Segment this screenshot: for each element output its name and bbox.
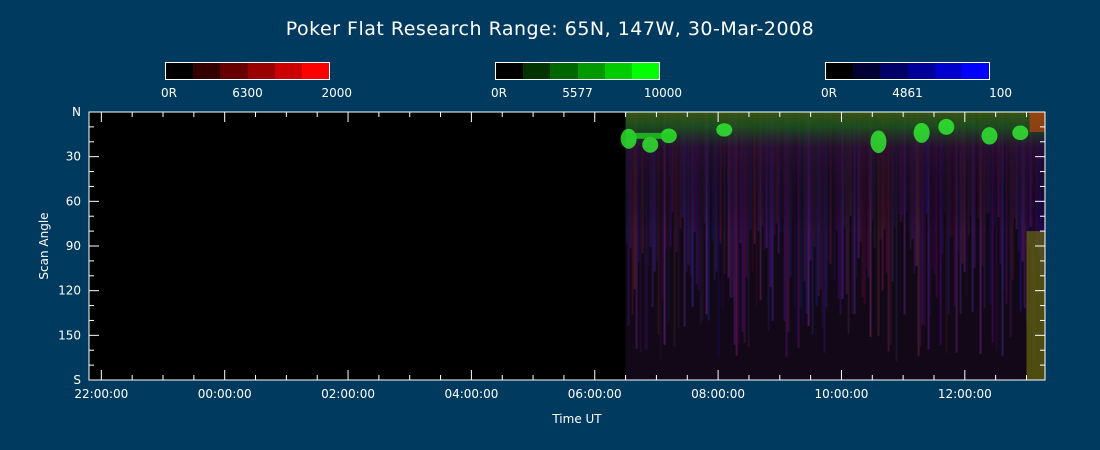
colorbar-blue-strip bbox=[825, 62, 990, 80]
y-tick-label: 60 bbox=[66, 194, 81, 208]
colorbar-green-name: 5577 bbox=[562, 86, 593, 100]
x-axis: 22:00:00 00:00:00 02:00:00 04:00:00 06:00:00… bbox=[74, 112, 1027, 401]
x-tick-label: 06:00:00 bbox=[568, 387, 622, 401]
aurora-yellow-glow bbox=[1026, 231, 1045, 380]
aurora-green-arc bbox=[716, 123, 733, 137]
y-tick-label: 90 bbox=[66, 239, 81, 253]
aurora-green-arc bbox=[938, 118, 955, 135]
aurora-red-glow bbox=[1029, 112, 1045, 132]
colorbar-blue-max: 100 bbox=[989, 86, 1012, 100]
x-tick-label: 04:00:00 bbox=[444, 387, 498, 401]
aurora-column bbox=[945, 112, 948, 354]
x-tick-label: 22:00:00 bbox=[74, 387, 128, 401]
x-tick-label: 02:00:00 bbox=[321, 387, 375, 401]
aurora-column bbox=[895, 112, 898, 362]
y-tick-label: S bbox=[73, 373, 81, 387]
colorbar-red-max: 2000 bbox=[321, 86, 352, 100]
aurora-column bbox=[979, 112, 982, 354]
y-axis-label: Scan Angle bbox=[37, 212, 51, 279]
chart-title: Poker Flat Research Range: 65N, 147W, 30… bbox=[285, 18, 815, 40]
aurora-column bbox=[823, 112, 826, 353]
colorbar-red-strip bbox=[165, 62, 330, 80]
aurora-column bbox=[785, 112, 788, 357]
colorbar-green-max: 10000 bbox=[643, 86, 682, 100]
x-tick-label: 10:00:00 bbox=[815, 387, 869, 401]
aurora-green-arc bbox=[913, 122, 930, 143]
y-tick-label: 150 bbox=[58, 328, 81, 342]
colorbar-red-min: 0R bbox=[161, 86, 177, 100]
aurora-data-region bbox=[620, 112, 1046, 380]
y-axis: N 30 60 90 120 150 S bbox=[58, 105, 1045, 387]
aurora-green-arc bbox=[642, 136, 659, 153]
colorbar-red: 0R 6300 2000 bbox=[161, 62, 352, 100]
colorbar-blue-min: 0R bbox=[821, 86, 837, 100]
colorbar-red-name: 6300 bbox=[232, 86, 263, 100]
aurora-column bbox=[735, 112, 738, 356]
aurora-green-arc bbox=[981, 127, 998, 145]
aurora-column bbox=[659, 112, 662, 362]
colorbar-blue: 0R 4861 100 bbox=[821, 62, 1012, 100]
colorbar-green-min: 0R bbox=[491, 86, 507, 100]
y-tick-label: 30 bbox=[66, 150, 81, 164]
colorbar-green: 0R 5577 10000 bbox=[491, 62, 682, 100]
colorbar-green-strip bbox=[495, 62, 660, 80]
y-tick-label: 120 bbox=[58, 284, 81, 298]
aurora-column bbox=[1001, 112, 1004, 356]
colorbar-blue-name: 4861 bbox=[892, 86, 923, 100]
aurora-column bbox=[717, 112, 720, 359]
aurora-green-arc bbox=[1012, 125, 1029, 141]
aurora-column bbox=[917, 112, 920, 357]
y-tick-label: N bbox=[72, 105, 81, 119]
x-tick-label: 00:00:00 bbox=[198, 387, 252, 401]
aurora-top-glow bbox=[625, 112, 1045, 232]
aurora-column bbox=[639, 112, 642, 353]
aurora-green-band bbox=[625, 132, 675, 139]
x-tick-label: 08:00:00 bbox=[691, 387, 745, 401]
aurora-column bbox=[955, 112, 958, 353]
x-tick-label: 12:00:00 bbox=[938, 387, 992, 401]
x-axis-label: Time UT bbox=[551, 412, 602, 426]
aurora-green-arc bbox=[870, 130, 887, 154]
